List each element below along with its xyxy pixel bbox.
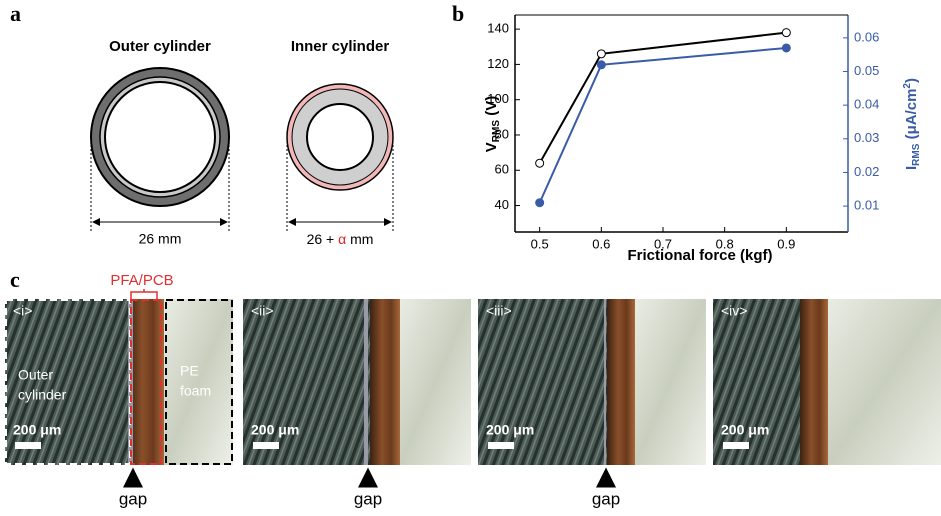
gap-region [128,299,133,465]
point [781,43,791,53]
scale-bar [253,442,279,449]
y2-tick-label: 0.05 [854,63,879,78]
scale-bar [15,442,41,449]
region-box [165,299,233,465]
scale-label: 200 μm [251,422,299,438]
scale-label: 200 μm [721,422,769,438]
bracket [130,289,158,299]
point [596,49,606,59]
y-tick-label: 80 [495,126,509,141]
dimension: 26 mm [139,231,182,247]
scale-label: 200 μm [486,422,534,438]
micrographs: PFA/PCB <i> 200 μm gap <ii> 200 μm gap <iii> 20… [5,272,941,508]
y-tick-label: 140 [487,21,509,36]
layer [800,299,828,465]
series-line [538,46,787,204]
region-label: Outer [18,367,53,383]
layer [607,299,635,465]
panel-label: b [452,1,464,26]
image-label: <iii> [486,303,512,319]
bore [306,103,374,171]
x-tick-label: 0.7 [654,236,672,251]
dimension: 26 + α mm [307,231,374,247]
y2-tick-label: 0.04 [854,97,879,112]
y-tick-label: 100 [487,91,509,106]
y-axis-label: VRMS (V) [483,96,502,152]
x-tick-label: 0.8 [716,236,734,251]
gap-region [604,299,606,465]
scale-bar [488,442,514,449]
outer-cylinder: Outer cylinder 26 mm [90,38,230,247]
region-box [130,299,162,465]
region-label: foam [180,383,211,399]
x-tick-label: 0.5 [531,236,549,251]
chart: Frictional force (kgf) VRMS (V) IRMS (μA… [483,14,922,264]
layer [370,299,400,465]
gap-label: gap [354,489,382,508]
region-box [5,299,131,465]
point [781,28,791,38]
gap-region [364,299,368,465]
bore [104,81,216,193]
image-label: <ii> [251,303,274,319]
point [596,60,606,70]
y-tick-label: 60 [495,162,509,177]
x-tick-label: 0.6 [592,236,610,251]
x-tick-label: 0.9 [777,236,795,251]
panel-label: c [10,267,20,292]
y-tick-label: 120 [487,56,509,71]
y-tick-label: 40 [495,197,509,212]
gap-label: gap [119,489,147,508]
point [535,158,545,168]
y2-tick-label: 0.02 [854,164,879,179]
y2-tick-label: 0.06 [854,29,879,44]
region-label: PE [180,363,199,379]
foam [635,299,706,465]
x-axis-label: Frictional force (kgf) [627,247,772,264]
image-label: <i> [13,303,32,319]
scale-bar [723,442,749,449]
title: Inner cylinder [291,38,390,55]
gap-label: gap [592,489,620,508]
foam [400,299,471,465]
scale-label: 200 μm [13,422,61,438]
y2-tick-label: 0.01 [854,198,879,213]
image-label: <iv> [721,303,747,319]
layer-label: PFA/PCB [110,272,173,289]
y2-tick-label: 0.03 [854,130,879,145]
inner-cylinder: Inner cylinder 26 + α mm [286,38,394,247]
foam [164,299,233,465]
point [535,198,545,208]
title: Outer cylinder [109,38,211,55]
region-label: cylinder [18,387,67,403]
foam [828,299,941,465]
panel-label: a [10,1,21,26]
y2-axis-label: IRMS (μA/cm2) [902,78,922,170]
layer [128,299,164,465]
